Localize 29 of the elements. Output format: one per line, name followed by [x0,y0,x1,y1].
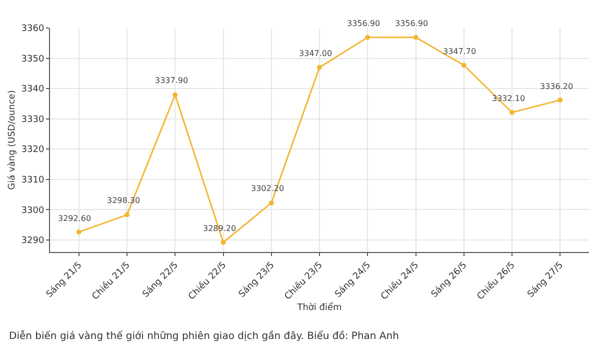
text: Diễn biến giá vàng thế giới những phiên giao dịch gần đây. Biểu đồ: Phan Anh [9,330,399,342]
data-label: 3347.70 [443,47,476,56]
y-axis-title: Giá vàng (USD/ounce) [6,90,18,190]
point [124,212,130,218]
data-label: 3337.90 [155,76,188,85]
y-tick-label: 3360 [21,24,44,34]
point [461,62,466,68]
y-tick-label: 3310 [21,176,44,186]
y-tick-label: 3320 [21,145,44,156]
point [268,200,274,206]
data-label: 3292.60 [58,214,92,223]
x-axis-title: Thời điểm [296,302,342,314]
y-tick-label: 3350 [21,54,44,64]
point [317,64,322,70]
point [172,92,178,98]
y-tick-label: 3330 [21,114,44,125]
data-label: 3347.00 [299,49,332,58]
data-label: 3336.20 [540,82,574,91]
y-tick-label: 3300 [21,206,44,216]
data-label: 3356.90 [347,19,380,28]
point [76,230,82,235]
point [365,34,370,40]
point [220,240,226,245]
data-label: 3356.90 [395,19,428,28]
point [558,98,563,103]
point [510,110,514,115]
y-tick-label: 3340 [21,84,44,95]
point [413,34,418,40]
y-tick-label: 3290 [21,236,44,246]
